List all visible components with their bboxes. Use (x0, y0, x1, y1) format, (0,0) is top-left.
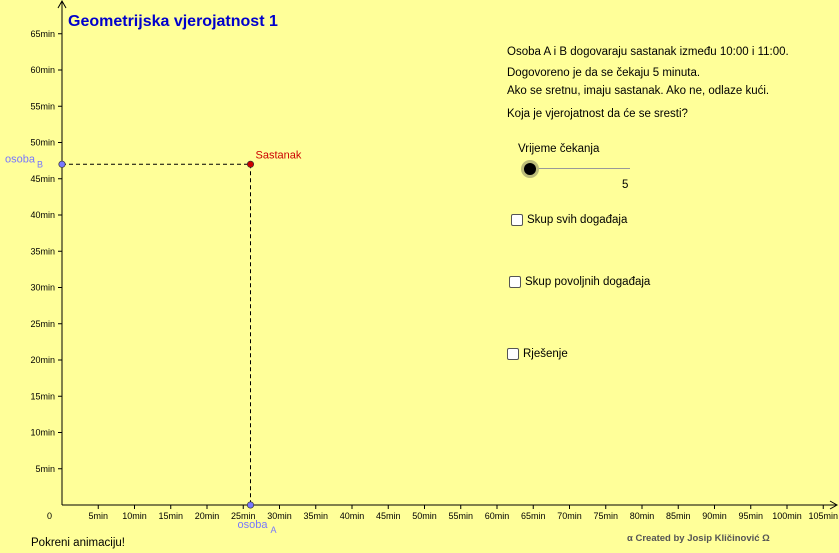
x-tick-label: 90min (702, 511, 727, 521)
checkbox-solution-label: Rješenje (523, 348, 568, 360)
y-tick-label: 40min (30, 210, 55, 220)
person-a-label: osoba (238, 519, 269, 531)
x-tick-label: 35min (303, 511, 328, 521)
person-a-subscript: A (271, 525, 277, 535)
checkbox-all-events[interactable]: Skup svih događaja (511, 214, 627, 226)
x-tick-label: 5min (88, 511, 108, 521)
meeting-point (246, 160, 255, 168)
x-tick-label: 20min (195, 511, 220, 521)
x-tick-label: 15min (158, 511, 183, 521)
start-animation-button[interactable]: Pokreni animaciju! (31, 537, 125, 549)
checkbox-all-events-label: Skup svih događaja (527, 214, 628, 226)
description-line-3: Ako se sretnu, imaju sastanak. Ako ne, o… (507, 85, 770, 97)
x-tick-label: 25min (231, 511, 256, 521)
description-line-2: Dogovoreno je da se čekaju 5 minuta. (507, 67, 701, 79)
meeting-point-label: Sastanak (256, 149, 302, 161)
question-text: Koja je vjerojatnost da će se sresti? (507, 108, 688, 120)
x-tick-label: 105min (808, 511, 838, 521)
x-tick-label: 50min (412, 511, 437, 521)
x-tick-label: 95min (738, 511, 763, 521)
x-tick-label: 45min (376, 511, 401, 521)
y-tick-label: 55min (30, 101, 55, 111)
person-a-point (246, 501, 255, 509)
y-tick-label: 5min (35, 464, 55, 474)
y-tick-label: 50min (30, 138, 55, 148)
x-tick-label: 70min (557, 511, 582, 521)
x-tick-label: 30min (267, 511, 292, 521)
y-tick-label: 65min (30, 29, 55, 39)
x-tick-label: 40min (340, 511, 365, 521)
x-tick-label: 100min (772, 511, 802, 521)
y-tick-label: 20min (30, 355, 55, 365)
person-b-subscript: B (37, 159, 43, 169)
description-line-1: Osoba A i B dogovaraju sastanak između 1… (507, 46, 789, 58)
checkbox-favorable-events-label: Skup povoljnih događaja (525, 276, 651, 288)
x-tick-label: 65min (521, 511, 546, 521)
waiting-time-slider-track[interactable] (530, 168, 630, 169)
x-tick-label: 80min (630, 511, 655, 521)
x-axis-arrow (829, 500, 839, 510)
checkbox-all-events-box[interactable] (511, 214, 523, 226)
y-tick-label: 45min (30, 174, 55, 184)
slider-label: Vrijeme čekanja (518, 143, 600, 155)
y-tick-label: 10min (30, 428, 55, 438)
y-tick-label: 25min (30, 319, 55, 329)
person-b-point (58, 160, 66, 168)
checkbox-solution-box[interactable] (507, 348, 519, 360)
y-axis-arrow (57, 0, 67, 9)
checkbox-solution[interactable]: Rješenje (507, 348, 568, 360)
x-tick-label: 60min (485, 511, 510, 521)
page-title: Geometrijska vjerojatnost 1 (68, 13, 278, 30)
y-tick-label: 35min (30, 246, 55, 256)
x-tick-label: 10min (122, 511, 147, 521)
y-tick-label: 15min (30, 391, 55, 401)
x-tick-label: 75min (593, 511, 618, 521)
slider-value: 5 (622, 179, 629, 191)
checkbox-favorable-events-box[interactable] (509, 276, 521, 288)
checkbox-favorable-events[interactable]: Skup povoljnih događaja (509, 276, 650, 288)
waiting-time-slider-knob[interactable] (521, 160, 539, 178)
origin-label: 0 (47, 511, 52, 521)
x-tick-label: 55min (448, 511, 473, 521)
credit-text: α Created by Josip Kličinović Ω (627, 533, 770, 544)
x-tick-label: 85min (666, 511, 691, 521)
y-tick-label: 30min (30, 283, 55, 293)
person-b-label: osoba (5, 153, 36, 165)
y-tick-label: 60min (30, 65, 55, 75)
